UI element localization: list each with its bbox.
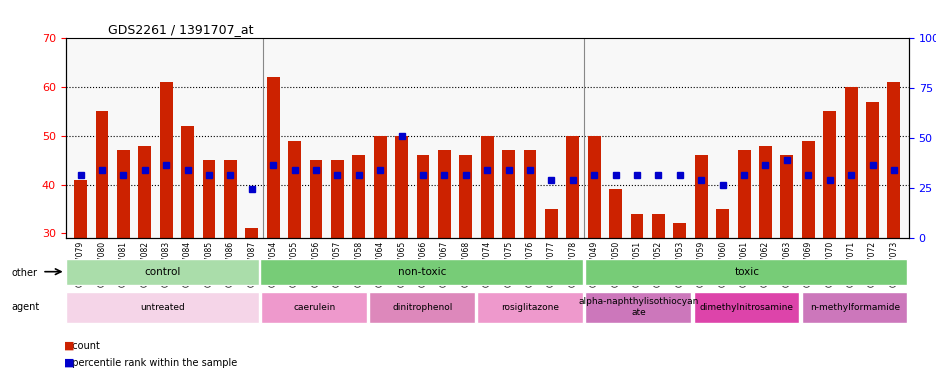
Text: dimethylnitrosamine: dimethylnitrosamine: [699, 303, 793, 312]
FancyBboxPatch shape: [66, 292, 258, 323]
Bar: [139, 146, 151, 238]
Text: non-toxic: non-toxic: [398, 266, 446, 277]
Bar: [737, 151, 750, 238]
Text: alpha-naphthylisothiocyan
ate: alpha-naphthylisothiocyan ate: [578, 298, 698, 317]
Bar: [352, 155, 365, 238]
Text: agent: agent: [11, 302, 39, 312]
Text: GDS2261 / 1391707_at: GDS2261 / 1391707_at: [108, 23, 253, 36]
Bar: [843, 87, 856, 238]
Bar: [245, 228, 258, 238]
Bar: [695, 155, 707, 238]
Bar: [823, 111, 835, 238]
Bar: [587, 136, 600, 238]
Text: toxic: toxic: [734, 266, 758, 277]
Bar: [74, 180, 87, 238]
Bar: [502, 151, 515, 238]
Bar: [545, 209, 557, 238]
Bar: [95, 111, 109, 238]
Bar: [267, 77, 279, 238]
Text: control: control: [144, 266, 181, 277]
FancyBboxPatch shape: [585, 292, 690, 323]
Bar: [224, 160, 237, 238]
Bar: [417, 155, 429, 238]
Text: caerulein: caerulein: [293, 303, 335, 312]
Bar: [886, 82, 899, 238]
Bar: [309, 160, 322, 238]
FancyBboxPatch shape: [66, 259, 258, 285]
Bar: [523, 151, 536, 238]
Bar: [865, 102, 878, 238]
Bar: [566, 136, 578, 238]
FancyBboxPatch shape: [260, 259, 582, 285]
Bar: [801, 141, 813, 238]
Bar: [288, 141, 300, 238]
Bar: [651, 214, 665, 238]
Bar: [715, 209, 728, 238]
Bar: [630, 214, 643, 238]
Bar: [459, 155, 472, 238]
Text: percentile rank within the sample: percentile rank within the sample: [66, 358, 237, 368]
Text: rosiglitazone: rosiglitazone: [501, 303, 559, 312]
Bar: [758, 146, 771, 238]
Bar: [480, 136, 493, 238]
FancyBboxPatch shape: [584, 259, 906, 285]
FancyBboxPatch shape: [369, 292, 475, 323]
Text: ■: ■: [64, 341, 74, 351]
Bar: [330, 160, 344, 238]
Bar: [373, 136, 387, 238]
Bar: [395, 136, 407, 238]
Bar: [673, 223, 685, 238]
Text: ■: ■: [64, 358, 74, 368]
Text: untreated: untreated: [140, 303, 185, 312]
FancyBboxPatch shape: [693, 292, 798, 323]
FancyBboxPatch shape: [476, 292, 582, 323]
FancyBboxPatch shape: [261, 292, 366, 323]
Text: dinitrophenol: dinitrophenol: [392, 303, 452, 312]
Text: count: count: [66, 341, 99, 351]
Bar: [202, 160, 215, 238]
Bar: [181, 126, 194, 238]
Bar: [608, 189, 622, 238]
Text: other: other: [11, 268, 37, 278]
Text: n-methylformamide: n-methylformamide: [809, 303, 899, 312]
FancyBboxPatch shape: [801, 292, 906, 323]
Bar: [117, 151, 130, 238]
Bar: [160, 82, 172, 238]
Bar: [437, 151, 450, 238]
Bar: [780, 155, 793, 238]
